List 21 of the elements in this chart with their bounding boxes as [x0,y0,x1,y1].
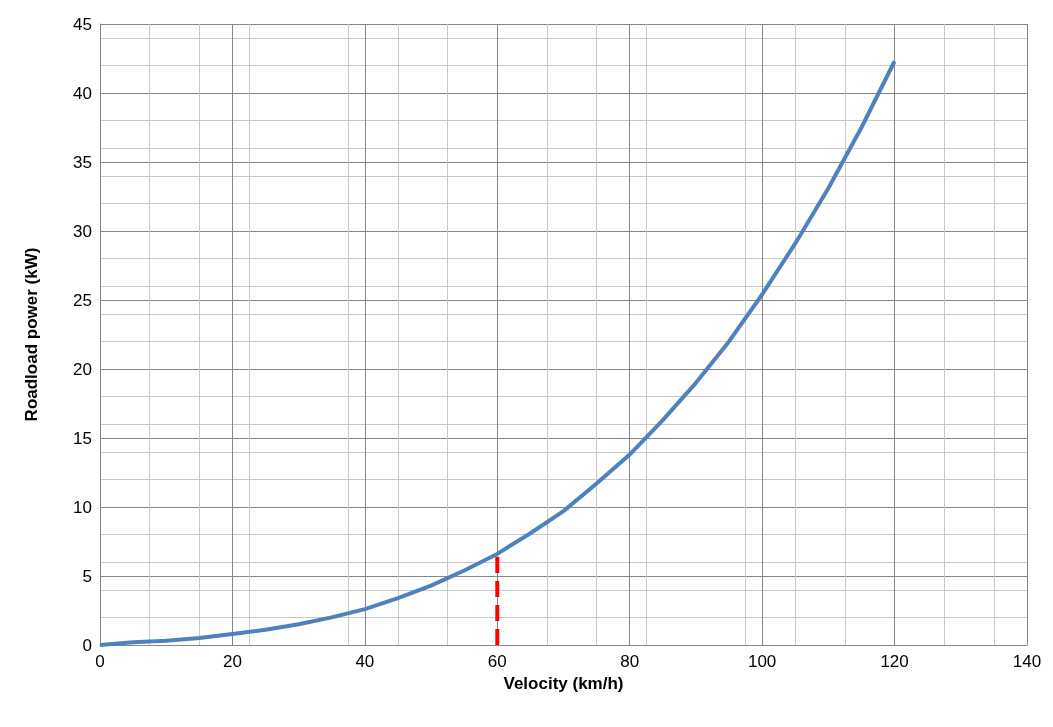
y-tick-label: 10 [73,497,92,517]
x-tick-label: 20 [222,652,242,671]
x-axis-title: Velocity (km/h) [503,673,624,693]
x-tick-label: 140 [1012,652,1042,671]
x-tick-label: 40 [355,652,375,671]
x-tick-label: 100 [747,652,777,671]
y-tick-label: 40 [73,83,92,103]
x-tick-label: 60 [487,652,507,671]
y-tick-label: 0 [82,635,92,655]
x-tick-label: 120 [880,652,909,671]
x-tick-label: 80 [620,652,640,671]
y-tick-label: 45 [73,14,92,34]
y-tick-label: 30 [73,221,92,241]
y-tick-label: 25 [73,290,92,310]
y-tick-label: 5 [82,566,92,586]
line-series [98,59,897,647]
y-axis-title: Roadload power (kW) [22,247,41,422]
y-tick-label: 15 [73,428,92,448]
y-tick-label: 35 [73,152,92,172]
y-tick-label: 20 [73,359,92,379]
x-tick-label: 0 [95,652,105,671]
